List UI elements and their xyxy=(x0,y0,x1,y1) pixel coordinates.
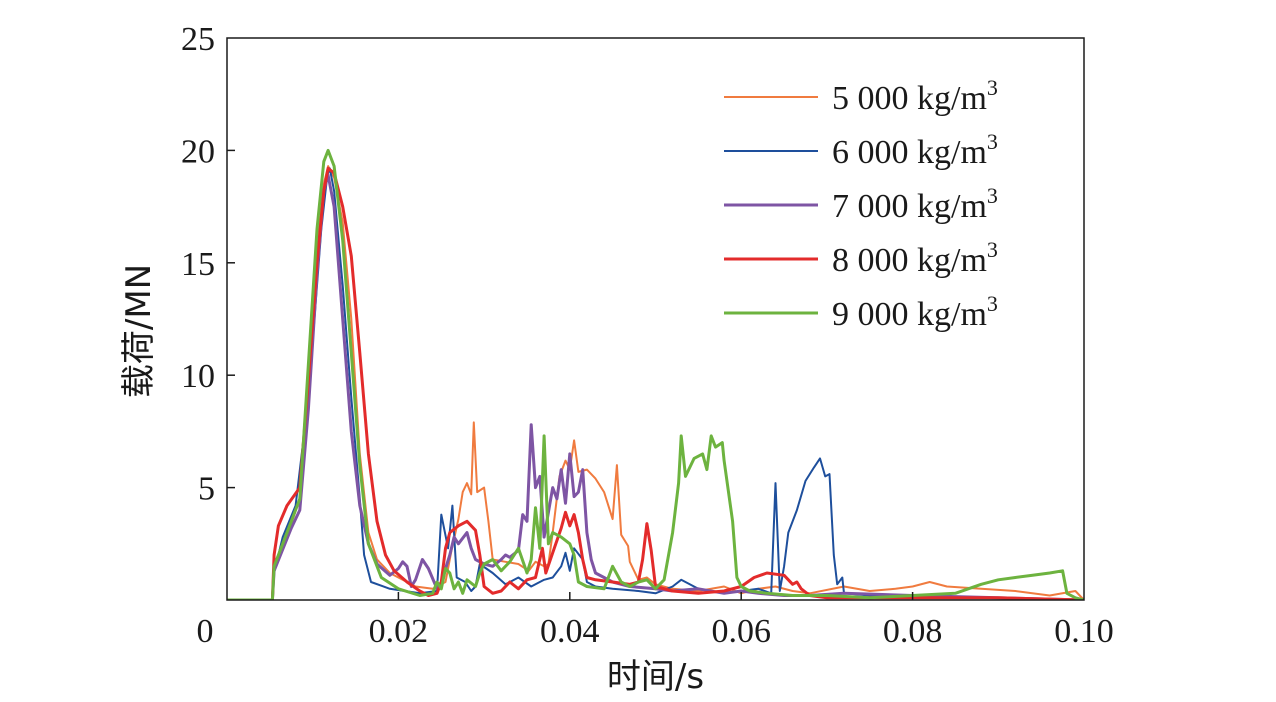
legend-label-text: 7 000 kg/m xyxy=(832,188,987,225)
y-axis-title: 载荷/MN xyxy=(119,264,159,398)
legend-label-text: 6 000 kg/m xyxy=(832,134,987,171)
y-tick-label: 5 xyxy=(198,471,215,508)
series-line-5 xyxy=(227,148,1084,600)
legend-label-text: 5 000 kg/m xyxy=(832,80,987,117)
legend-label-1: 5 000 kg/m3 xyxy=(832,75,998,117)
x-axis-title: 时间/s xyxy=(607,657,704,697)
series-line-4 xyxy=(227,166,1084,600)
y-tick-label: 10 xyxy=(181,358,215,395)
series-line-2 xyxy=(227,167,1084,600)
y-tick-label: 15 xyxy=(181,246,215,283)
plot-frame xyxy=(226,37,1085,601)
legend: 5 000 kg/m36 000 kg/m37 000 kg/m38 000 k… xyxy=(724,75,998,333)
x-tick-label: 0 xyxy=(197,613,214,650)
x-tick-label: 0.06 xyxy=(711,613,771,650)
series-line-3 xyxy=(227,173,1084,600)
legend-label-2: 6 000 kg/m3 xyxy=(832,129,998,171)
legend-label-text: 8 000 kg/m xyxy=(832,242,987,279)
x-tick-label: 0.04 xyxy=(540,613,600,650)
legend-label-5: 9 000 kg/m3 xyxy=(832,291,998,333)
legend-label-superscript: 3 xyxy=(987,75,998,100)
x-tick-label: 0.08 xyxy=(883,613,943,650)
legend-label-superscript: 3 xyxy=(987,129,998,154)
x-tick-label: 0.02 xyxy=(369,613,429,650)
axis-tick-labels: 0 0.02 0.04 0.06 0.08 0.10 5 10 15 20 25 xyxy=(181,21,1114,650)
series-layer xyxy=(227,148,1084,600)
legend-label-superscript: 3 xyxy=(987,183,998,208)
legend-label-superscript: 3 xyxy=(987,291,998,316)
x-tick-label: 0.10 xyxy=(1054,613,1114,650)
y-tick-label: 25 xyxy=(181,21,215,58)
y-tick-label: 20 xyxy=(181,133,215,170)
legend-label-superscript: 3 xyxy=(987,237,998,262)
legend-label-text: 9 000 kg/m xyxy=(832,296,987,333)
series-line-1 xyxy=(227,165,1084,600)
legend-label-4: 8 000 kg/m3 xyxy=(832,237,998,279)
legend-label-3: 7 000 kg/m3 xyxy=(832,183,998,225)
axis-ticks xyxy=(227,149,914,600)
